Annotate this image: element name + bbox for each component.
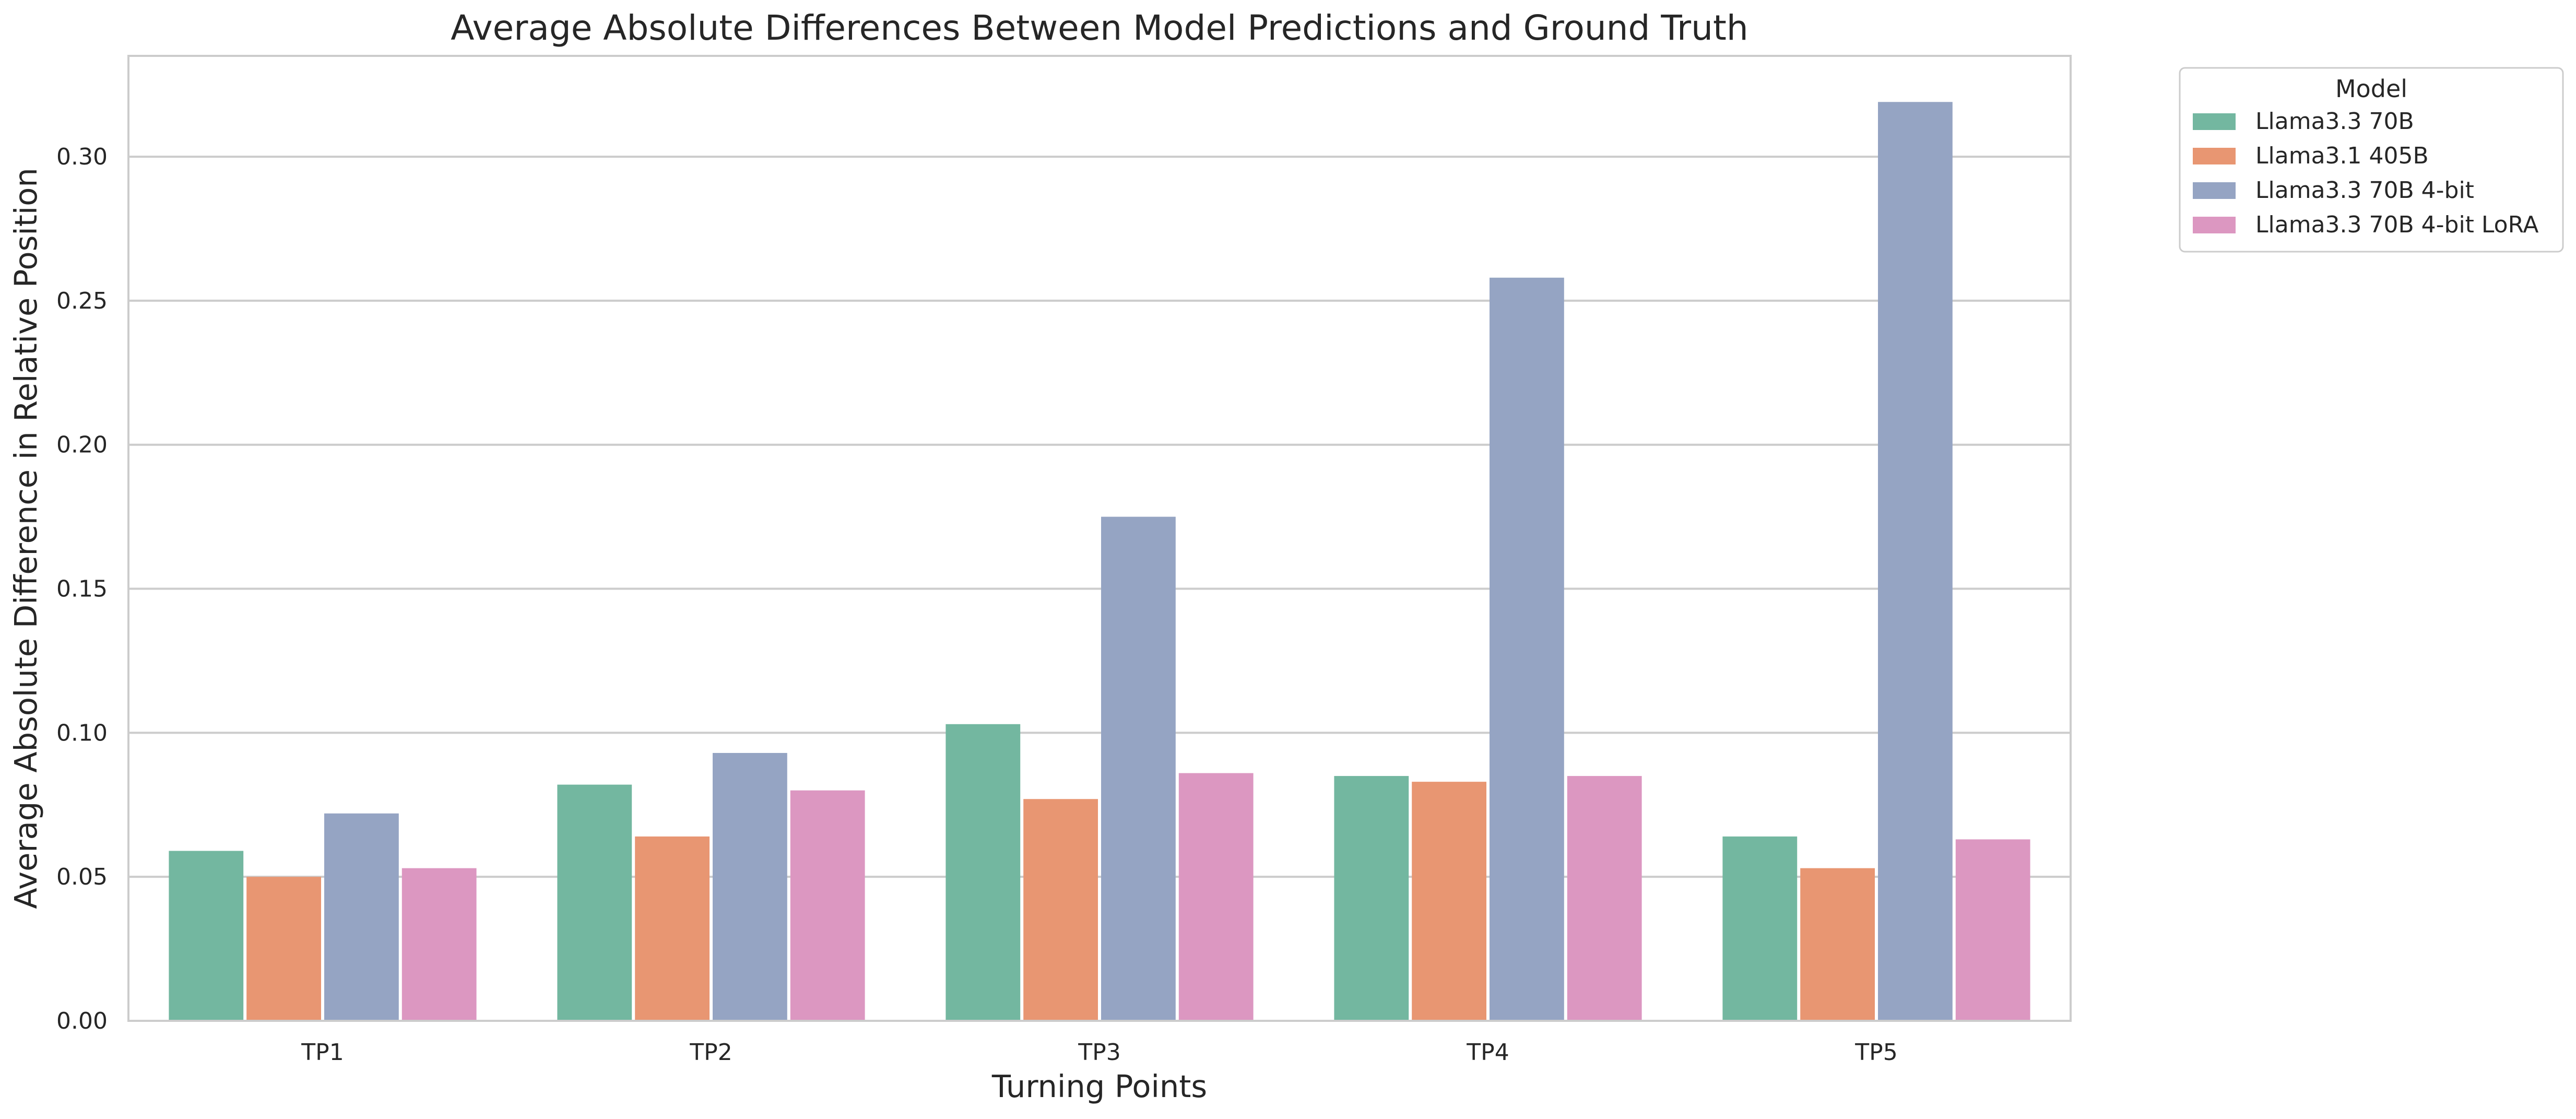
bar: [1490, 277, 1564, 1021]
y-tick-label: 0.05: [56, 864, 108, 890]
legend: Model Llama3.3 70B Llama3.1 405B Llama3.3 …: [2179, 67, 2564, 253]
y-tick-label: 0.25: [56, 288, 108, 314]
bar: [324, 813, 399, 1021]
bar: [713, 752, 787, 1021]
bar: [1878, 102, 1953, 1021]
legend-swatch: [2193, 217, 2236, 233]
bar: [635, 836, 710, 1021]
gridlines: [128, 156, 2071, 878]
legend-box: [2179, 67, 2564, 253]
x-tick-label: TP2: [689, 1039, 732, 1066]
legend-swatch: [2193, 148, 2236, 164]
bar: [401, 868, 477, 1021]
y-tick-label: 0.30: [56, 144, 108, 170]
y-tick-label: 0.20: [56, 432, 108, 458]
y-tick-labels: 0.00 0.05 0.10 0.15 0.20 0.25 0.30: [56, 144, 108, 1034]
x-tick-label: TP4: [1466, 1039, 1509, 1066]
legend-title: Model: [2335, 75, 2407, 103]
y-tick-label: 0.00: [56, 1008, 108, 1034]
y-tick-label: 0.10: [56, 720, 108, 746]
legend-label: Llama3.3 70B 4-bit: [2255, 177, 2474, 204]
bars: [169, 102, 2030, 1021]
bar: [946, 724, 1021, 1021]
legend-swatch: [2193, 113, 2236, 130]
x-tick-labels: TP1 TP2 TP3 TP4 TP5: [301, 1039, 1897, 1066]
bar: [1567, 776, 1642, 1021]
bar: [1412, 782, 1486, 1021]
legend-label: Llama3.3 70B 4-bit LoRA: [2255, 211, 2538, 238]
bar: [1023, 799, 1098, 1021]
x-tick-label: TP5: [1854, 1039, 1897, 1066]
chart-title: Average Absolute Differences Between Mod…: [451, 8, 1748, 48]
legend-label: Llama3.1 405B: [2255, 143, 2429, 169]
x-tick-label: TP3: [1078, 1039, 1120, 1066]
bar: [1101, 516, 1176, 1021]
bar: [1955, 839, 2030, 1021]
bar: [1722, 836, 1798, 1021]
bar: [246, 877, 321, 1021]
bar: [169, 851, 244, 1021]
bar: [1178, 773, 1254, 1021]
bar: [1334, 776, 1409, 1021]
x-tick-label: TP1: [301, 1039, 344, 1066]
y-tick-label: 0.15: [56, 576, 108, 603]
bar: [790, 790, 865, 1021]
plot-frame: [127, 55, 2072, 1022]
legend-label: Llama3.3 70B: [2255, 108, 2414, 135]
x-axis-label: Turning Points: [991, 1068, 1207, 1104]
bar: [1800, 868, 1875, 1021]
bar: [557, 784, 632, 1021]
legend-swatch: [2193, 182, 2236, 199]
y-axis-label: Average Absolute Difference in Relative …: [8, 168, 44, 909]
